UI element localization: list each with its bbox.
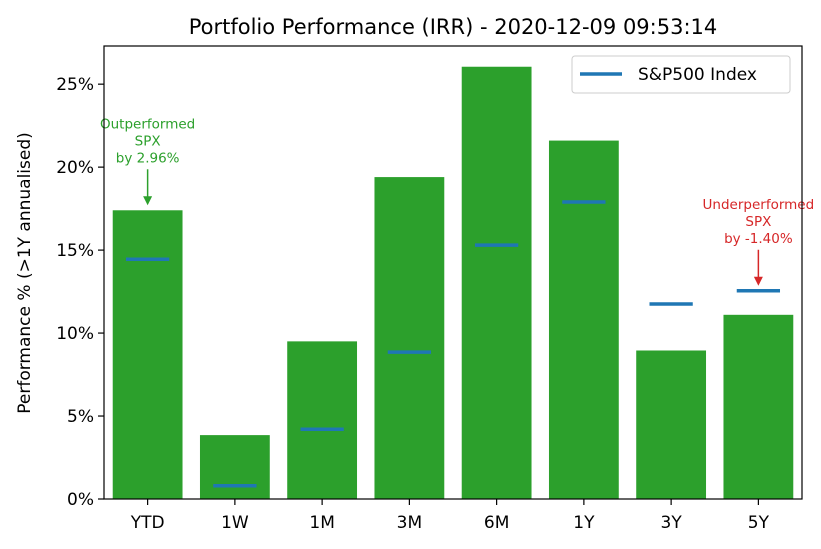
plot-frame xyxy=(103,45,803,500)
bar-5y xyxy=(723,314,794,499)
benchmark-layer xyxy=(125,200,781,488)
bars-layer xyxy=(112,66,794,500)
axes-layer: 0% 5% 10% 15% 20% 25% YTD 1W 1M 3M 6M 1Y 3Y 5Y xyxy=(56,45,803,533)
annotation-text-line: SPX xyxy=(745,214,771,230)
annotation-text-line: SPX xyxy=(135,133,161,149)
bar-6m xyxy=(461,66,532,499)
bar-1m xyxy=(287,341,358,499)
x-tick-label: 3Y xyxy=(661,513,683,533)
bar-1y xyxy=(548,140,619,500)
x-tick-label: 3M xyxy=(397,513,422,533)
y-axis-label: Performance % (>1Y annualised) xyxy=(15,132,35,414)
x-tick-label: 6M xyxy=(484,513,509,533)
chart-title: Portfolio Performance (IRR) - 2020-12-09… xyxy=(189,15,718,39)
x-tick-label: 1M xyxy=(309,513,334,533)
y-tick-label: 20% xyxy=(56,158,94,178)
y-tick-label: 15% xyxy=(56,241,94,261)
bar-3y xyxy=(636,350,707,499)
y-tick-label: 5% xyxy=(67,407,94,427)
legend-benchmark-label: S&P500 Index xyxy=(638,65,757,85)
y-tick-label: 25% xyxy=(56,75,94,95)
x-tick-label: 5Y xyxy=(748,513,770,533)
y-tick-label: 10% xyxy=(56,324,94,344)
y-tick-label: 0% xyxy=(67,490,94,510)
annotation-text-line: Underperformed xyxy=(703,197,815,213)
x-tick-label: YTD xyxy=(130,513,165,533)
annotation-arrow-head xyxy=(753,276,763,286)
bar-3m xyxy=(374,177,445,500)
annotation-arrow-head xyxy=(143,196,153,206)
bar-ytd xyxy=(112,210,183,499)
annotation-text-line: by -1.40% xyxy=(724,231,793,247)
x-tick-label: 1Y xyxy=(573,513,595,533)
x-tick-label: 1W xyxy=(221,513,249,533)
bar-1w xyxy=(199,435,270,499)
legend: S&P500 Index xyxy=(571,55,791,94)
annotation-text-line: by 2.96% xyxy=(116,150,180,166)
legend-box xyxy=(571,55,791,94)
annotation-text-line: Outperformed xyxy=(100,116,195,132)
